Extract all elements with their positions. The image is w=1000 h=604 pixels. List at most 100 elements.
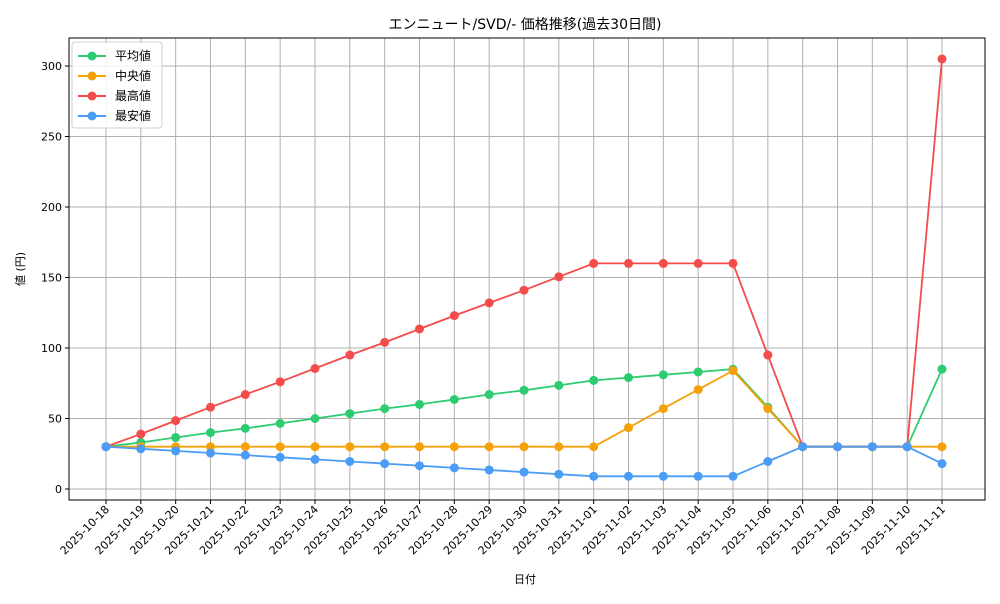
legend-box: [71, 41, 163, 129]
legend-label: 中央値: [115, 68, 151, 83]
data-point: [624, 258, 633, 268]
data-point: [310, 454, 320, 464]
data-point: [589, 258, 599, 268]
data-point: [833, 442, 842, 452]
data-point: [484, 390, 494, 400]
data-point: [658, 471, 668, 481]
data-point: [763, 350, 773, 360]
data-point: [798, 442, 808, 452]
data-point: [763, 404, 773, 414]
legend-marker: [87, 91, 97, 101]
legend-label: 最安値: [115, 108, 151, 123]
data-point: [275, 442, 285, 452]
data-point: [415, 399, 424, 409]
x-axis-ticks: 2025-10-182025-10-192025-10-202025-10-21…: [58, 500, 948, 557]
data-point: [519, 442, 529, 452]
data-point: [380, 337, 390, 347]
y-axis-label: 値 (円): [14, 252, 27, 286]
data-point: [345, 442, 355, 452]
data-point: [136, 444, 146, 454]
y-tick-label: 100: [41, 342, 62, 355]
data-point: [867, 442, 877, 452]
data-point: [728, 471, 738, 481]
y-tick-label: 0: [55, 483, 62, 496]
y-tick-label: 50: [48, 413, 62, 426]
data-point: [206, 428, 215, 438]
chart-title: エンニュート/SVD/- 価格推移(過去30日間): [389, 17, 662, 33]
data-point: [554, 442, 564, 452]
data-point: [693, 471, 703, 481]
data-point: [310, 414, 320, 423]
data-point: [693, 367, 703, 377]
data-point: [206, 442, 215, 452]
data-point: [519, 285, 529, 295]
data-point: [693, 385, 703, 395]
data-point: [275, 377, 285, 387]
data-point: [240, 450, 250, 460]
series-最安値: [101, 442, 947, 481]
legend-label: 最高値: [115, 88, 151, 103]
data-point: [763, 457, 773, 467]
data-point: [171, 446, 181, 456]
data-point: [345, 350, 355, 360]
data-point: [658, 370, 668, 380]
data-point: [937, 459, 947, 469]
data-point: [624, 373, 633, 383]
legend-marker: [87, 51, 97, 61]
data-point: [554, 272, 564, 282]
data-point: [206, 448, 215, 458]
data-point: [449, 311, 459, 321]
data-point: [589, 375, 599, 385]
data-point: [554, 380, 564, 390]
data-point: [554, 469, 564, 479]
data-point: [240, 390, 250, 400]
data-point: [484, 442, 494, 452]
data-point: [728, 258, 738, 268]
data-point: [937, 364, 947, 374]
data-point: [902, 442, 912, 452]
data-point: [310, 363, 320, 373]
data-point: [240, 442, 250, 452]
data-point: [171, 416, 181, 426]
data-point: [937, 442, 947, 452]
data-point: [415, 324, 424, 334]
data-point: [415, 442, 424, 452]
data-point: [275, 418, 285, 428]
data-point: [937, 54, 947, 64]
data-point: [380, 459, 390, 469]
data-point: [449, 394, 459, 404]
data-point: [449, 442, 459, 452]
data-point: [275, 452, 285, 462]
y-axis-ticks: 0 50 100 150 200 250 300: [41, 60, 69, 496]
data-point: [519, 385, 529, 395]
legend-marker: [87, 111, 97, 121]
data-point: [728, 366, 738, 376]
data-point: [658, 258, 668, 268]
data-point: [380, 442, 390, 452]
data-point: [693, 258, 703, 268]
data-point: [171, 433, 181, 443]
data-point: [624, 471, 633, 481]
data-point: [415, 461, 424, 471]
data-point: [240, 423, 250, 433]
data-point: [658, 404, 668, 414]
data-point: [589, 471, 599, 481]
data-point: [345, 457, 355, 467]
data-point: [380, 404, 390, 414]
data-point: [136, 429, 146, 439]
data-point: [589, 442, 599, 452]
data-point: [519, 467, 529, 477]
data-point: [449, 463, 459, 473]
grid-lines: [69, 38, 985, 500]
y-tick-label: 250: [41, 131, 62, 144]
legend-marker: [87, 71, 97, 81]
series-lines: [101, 54, 947, 481]
data-point: [624, 423, 633, 433]
data-point: [484, 465, 494, 475]
legend-label: 平均値: [115, 48, 151, 63]
plot-frame: [68, 37, 986, 501]
data-point: [101, 442, 111, 452]
x-axis-label: 日付: [514, 573, 536, 586]
